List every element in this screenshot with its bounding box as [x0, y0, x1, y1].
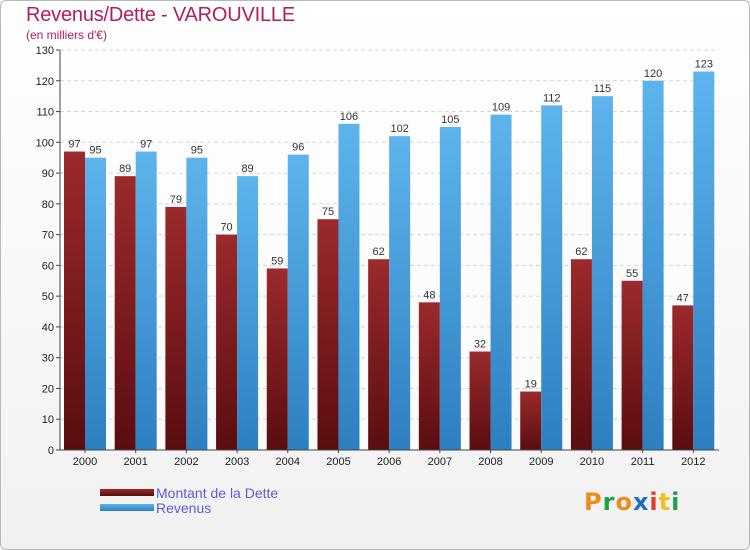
data-label-revenus-2006: 102: [390, 123, 408, 135]
y-tick-label-130: 130: [36, 45, 54, 57]
chart-title: Revenus/Dette - VAROUVILLE: [26, 4, 295, 26]
logo-letter-4: i: [649, 488, 659, 516]
data-label-dette-2006: 62: [373, 246, 385, 258]
bar-dette-2006: [368, 259, 390, 450]
bar-revenus-2006: [389, 136, 411, 450]
data-label-revenus-2012: 123: [695, 59, 713, 71]
x-tick-label-2011: 2011: [631, 456, 655, 468]
logo-letter-0: P: [584, 488, 603, 516]
bar-dette-2004: [266, 268, 288, 450]
y-tick-label-0: 0: [48, 445, 54, 457]
data-label-revenus-2009: 112: [543, 92, 561, 104]
x-tick-label-2000: 2000: [73, 456, 97, 468]
data-label-dette-2009: 19: [525, 379, 537, 391]
logo-letter-6: i: [671, 488, 681, 516]
logo-letter-5: t: [658, 488, 672, 516]
data-label-revenus-2001: 97: [140, 139, 152, 151]
bar-revenus-2004: [287, 154, 309, 450]
legend-label-revenus: Revenus: [156, 500, 212, 516]
x-tick-label-2008: 2008: [478, 456, 502, 468]
y-tick-label-10: 10: [42, 414, 54, 426]
bar-dette-2011: [621, 280, 643, 450]
y-tick-label-80: 80: [42, 199, 54, 211]
logo-letter-1: r: [602, 488, 616, 516]
x-tick-label-2007: 2007: [428, 456, 452, 468]
data-label-dette-2000: 97: [68, 139, 80, 151]
x-tick-label-2001: 2001: [123, 456, 147, 468]
y-tick-label-70: 70: [42, 230, 54, 242]
y-tick-label-20: 20: [42, 383, 54, 395]
data-label-dette-2005: 75: [322, 206, 334, 218]
data-label-revenus-2010: 115: [594, 83, 612, 95]
bar-revenus-2008: [490, 114, 512, 450]
y-tick-label-90: 90: [42, 168, 54, 180]
bar-revenus-2001: [135, 151, 157, 451]
logo-letter-2: o: [615, 488, 633, 516]
legend-swatch-revenus: [100, 504, 154, 511]
bar-revenus-2012: [693, 71, 715, 451]
bar-dette-2008: [469, 351, 491, 450]
data-label-revenus-2004: 96: [292, 142, 304, 154]
y-tick-label-60: 60: [42, 260, 54, 272]
y-tick-label-100: 100: [36, 137, 54, 149]
y-tick-label-110: 110: [36, 107, 54, 119]
logo-letter-3: x: [632, 488, 650, 516]
x-tick-label-2009: 2009: [529, 456, 553, 468]
y-tick-label-120: 120: [36, 76, 54, 88]
bar-revenus-2002: [186, 157, 208, 450]
legend-label-dette: Montant de la Dette: [156, 485, 279, 501]
bars-layer: [64, 71, 715, 451]
data-label-revenus-2002: 95: [191, 145, 203, 157]
bar-dette-2010: [570, 259, 592, 450]
bar-revenus-2005: [338, 123, 360, 450]
data-label-dette-2008: 32: [474, 339, 486, 351]
legend-swatch-dette: [100, 489, 154, 496]
data-label-revenus-2003: 89: [241, 163, 253, 175]
x-tick-label-2002: 2002: [174, 456, 198, 468]
axis-layer: 0 10 20 30 40 50 60 70 80 90 100 110 120 130 2000 2001 2…: [36, 45, 719, 468]
data-label-dette-2001: 89: [119, 163, 131, 175]
bar-dette-2003: [216, 234, 238, 450]
bar-dette-2001: [114, 176, 136, 450]
data-labels-layer: 97 95 89 97 79 95 70 89 59 96 75 106 62 102 48 105 32 109…: [68, 59, 713, 391]
bar-revenus-2010: [591, 96, 613, 451]
data-label-dette-2007: 48: [423, 289, 435, 301]
bar-dette-2005: [317, 219, 339, 450]
bar-dette-2000: [64, 151, 85, 451]
chart-subtitle: (en milliers d'€): [26, 28, 107, 42]
data-label-revenus-2005: 106: [340, 111, 358, 123]
data-label-dette-2010: 62: [575, 246, 587, 258]
y-tick-label-40: 40: [42, 322, 54, 334]
bar-revenus-2003: [237, 176, 259, 450]
proxiti-logo: Proxiti: [584, 488, 680, 516]
bar-dette-2002: [165, 206, 187, 450]
bar-revenus-2009: [541, 105, 563, 450]
data-label-dette-2004: 59: [271, 255, 283, 267]
data-label-revenus-2000: 95: [89, 145, 101, 157]
data-label-dette-2012: 47: [677, 292, 689, 304]
bar-dette-2007: [418, 302, 440, 450]
bar-dette-2012: [672, 305, 694, 450]
bar-revenus-2000: [85, 157, 106, 450]
bar-revenus-2007: [439, 126, 461, 450]
x-tick-label-2003: 2003: [225, 456, 249, 468]
data-label-revenus-2008: 109: [492, 102, 510, 114]
y-tick-label-30: 30: [42, 353, 54, 365]
x-tick-label-2006: 2006: [377, 456, 401, 468]
data-label-dette-2003: 70: [220, 222, 232, 234]
x-tick-label-2004: 2004: [276, 456, 300, 468]
bar-dette-2009: [520, 391, 542, 450]
x-tick-label-2012: 2012: [681, 456, 705, 468]
data-label-revenus-2007: 105: [441, 114, 459, 126]
data-label-revenus-2011: 120: [644, 68, 662, 80]
y-tick-label-50: 50: [42, 291, 54, 303]
x-tick-label-2005: 2005: [326, 456, 350, 468]
data-label-dette-2002: 79: [170, 194, 182, 206]
bar-revenus-2011: [642, 80, 664, 451]
x-tick-label-2010: 2010: [580, 456, 604, 468]
data-label-dette-2011: 55: [626, 268, 638, 280]
